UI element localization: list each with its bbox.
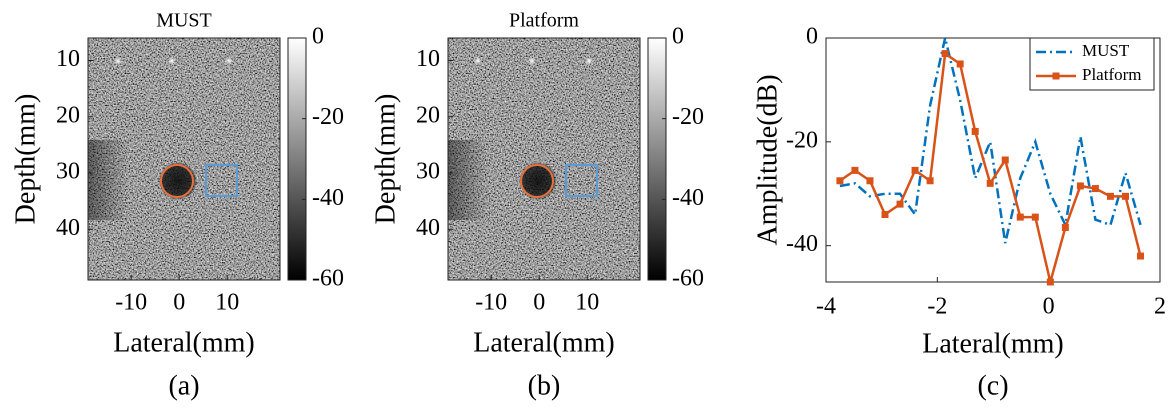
cyst — [519, 162, 557, 200]
x-tick-label: 10 — [215, 290, 239, 316]
series-marker — [1032, 214, 1039, 221]
y-tick-label: 30 — [416, 159, 440, 185]
series-marker — [882, 211, 889, 218]
series-marker — [987, 180, 994, 187]
panel-caption: (c) — [977, 370, 1008, 401]
x-axis-label: Lateral(mm) — [473, 327, 614, 358]
series-marker — [1002, 157, 1009, 164]
series-marker — [927, 177, 934, 184]
series-marker — [1077, 182, 1084, 189]
series-marker — [957, 60, 964, 67]
point-target — [168, 57, 176, 65]
y-tick-label: -20 — [786, 127, 818, 153]
cyst — [159, 162, 197, 200]
colorbar-tick-label: -60 — [672, 266, 704, 292]
y-tick-label: 0 — [806, 24, 818, 50]
x-tick-label: 10 — [575, 290, 599, 316]
x-axis-label: Lateral(mm) — [922, 328, 1063, 359]
series-marker — [942, 50, 949, 57]
colorbar — [288, 38, 306, 280]
y-axis-label: Amplitude(dB) — [752, 74, 783, 245]
series-marker — [897, 201, 904, 208]
panel-caption: (a) — [168, 370, 199, 401]
y-tick-label: -40 — [786, 231, 818, 257]
x-tick-label: 0 — [173, 290, 185, 316]
colorbar-tick-label: -20 — [312, 104, 344, 130]
x-tick-label: 0 — [533, 290, 545, 316]
x-axis-label: Lateral(mm) — [113, 327, 254, 358]
point-target — [225, 57, 233, 65]
point-target — [114, 57, 122, 65]
y-tick-label: 10 — [56, 46, 80, 72]
colorbar-tick-label: 0 — [312, 24, 324, 50]
shadow-region — [448, 140, 488, 220]
series-marker — [1047, 279, 1054, 286]
series-marker — [1062, 224, 1069, 231]
figure: MUST-1001010203040Lateral(mm)Depth(mm)(a… — [0, 0, 1172, 412]
legend-label: MUST — [1082, 41, 1130, 60]
series-marker — [851, 167, 858, 174]
legend-marker — [1053, 73, 1060, 80]
x-tick-label: -10 — [115, 290, 147, 316]
y-tick-label: 20 — [56, 102, 80, 128]
series-marker — [972, 128, 979, 135]
panel-caption: (b) — [528, 370, 561, 401]
series-marker — [1107, 193, 1114, 200]
series-marker — [1017, 214, 1024, 221]
y-axis-label: Depth(mm) — [370, 94, 401, 225]
colorbar-tick-label: -60 — [312, 266, 344, 292]
x-tick-label: -2 — [927, 294, 947, 320]
point-target — [585, 57, 593, 65]
colorbar-tick-label: -40 — [672, 185, 704, 211]
series-marker — [866, 177, 873, 184]
colorbar-tick-label: -40 — [312, 185, 344, 211]
series-marker — [912, 167, 919, 174]
x-tick-label: 2 — [1154, 294, 1166, 320]
y-tick-label: 20 — [416, 102, 440, 128]
shadow-region — [88, 140, 128, 220]
x-tick-label: -4 — [816, 294, 836, 320]
chart-title: MUST — [156, 10, 212, 32]
colorbar — [648, 38, 666, 280]
point-target — [528, 57, 536, 65]
colorbar-tick-label: -20 — [672, 104, 704, 130]
series-marker — [1137, 253, 1144, 260]
y-tick-label: 10 — [416, 46, 440, 72]
y-tick-label: 40 — [416, 215, 440, 241]
y-tick-label: 40 — [56, 215, 80, 241]
y-axis-label: Depth(mm) — [10, 94, 41, 225]
x-tick-label: 0 — [1043, 294, 1055, 320]
series-marker — [836, 177, 843, 184]
legend-label: Platform — [1082, 65, 1142, 84]
chart-title: Platform — [509, 10, 579, 32]
x-tick-label: -10 — [475, 290, 507, 316]
colorbar-tick-label: 0 — [672, 24, 684, 50]
point-target — [474, 57, 482, 65]
series-marker — [1122, 193, 1129, 200]
series-marker — [1092, 185, 1099, 192]
y-tick-label: 30 — [56, 159, 80, 185]
